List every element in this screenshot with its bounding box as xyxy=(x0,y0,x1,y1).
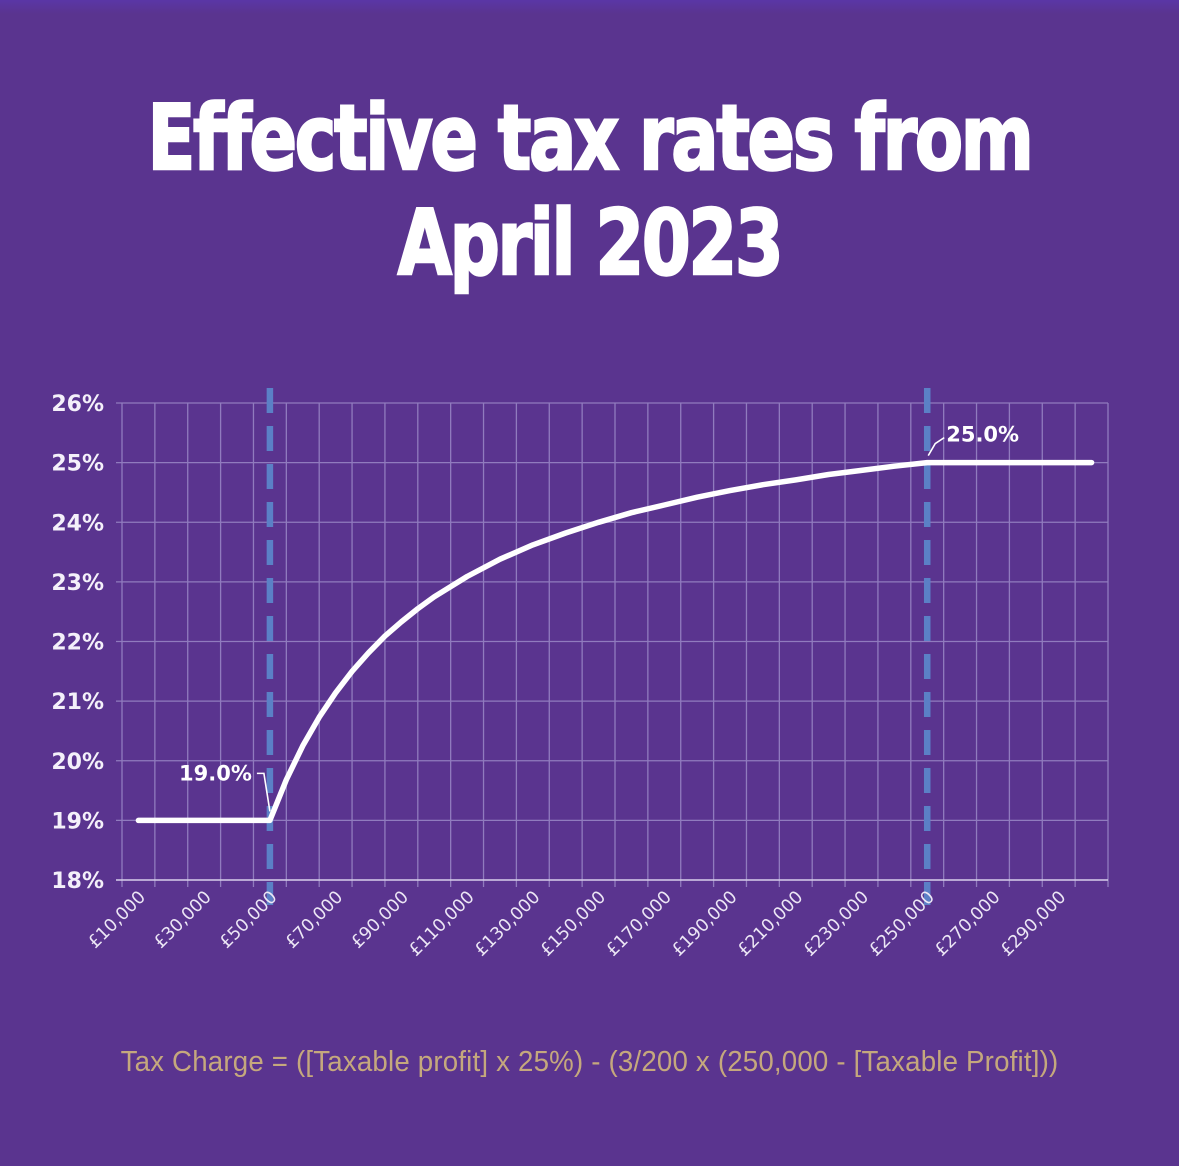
top-edge-band xyxy=(0,0,1179,14)
y-tick-label: 18% xyxy=(51,869,104,894)
page-title: Effective tax rates from April 2023 xyxy=(130,85,1050,298)
page-title-line2: April 2023 xyxy=(397,190,785,298)
y-tick-label: 20% xyxy=(51,750,104,775)
gridlines xyxy=(116,402,1109,887)
x-tick-label: £210,000 xyxy=(734,887,807,960)
y-tick-label: 23% xyxy=(51,571,104,596)
x-tick-label: £50,000 xyxy=(216,887,281,952)
x-tick-label: £10,000 xyxy=(85,887,150,952)
tax-charge-formula: Tax Charge = ([Taxable profit] x 25%) - … xyxy=(120,1046,1059,1078)
x-tick-label: £190,000 xyxy=(668,887,741,960)
effective-tax-rate-line xyxy=(135,459,1095,824)
y-tick-label: 24% xyxy=(51,511,104,536)
y-tick-label: 22% xyxy=(51,631,104,656)
x-tick-label: £270,000 xyxy=(931,887,1004,960)
x-tick-label: £250,000 xyxy=(866,887,939,960)
x-tick-label: £290,000 xyxy=(997,887,1070,960)
y-tick-label: 19% xyxy=(51,809,104,834)
annotation-leader-line xyxy=(256,772,271,812)
annotation-label: 25.0% xyxy=(946,423,1019,447)
x-tick-label: £150,000 xyxy=(537,887,610,960)
x-tick-label: £130,000 xyxy=(471,887,544,960)
y-tick-label: 26% xyxy=(51,392,104,417)
x-tick-label: £90,000 xyxy=(348,887,413,952)
y-tick-label: 21% xyxy=(51,690,104,715)
x-tick-label: £30,000 xyxy=(150,887,215,952)
page-title-line1: Effective tax rates from xyxy=(146,85,1034,193)
x-tick-label: £70,000 xyxy=(282,887,347,952)
x-tick-label: £230,000 xyxy=(800,887,873,960)
annotation-leader-line xyxy=(927,436,945,457)
y-tick-label: 25% xyxy=(51,452,104,477)
x-tick-label: £170,000 xyxy=(603,887,676,960)
annotation-label: 19.0% xyxy=(179,761,252,785)
x-tick-label: £110,000 xyxy=(405,887,478,960)
